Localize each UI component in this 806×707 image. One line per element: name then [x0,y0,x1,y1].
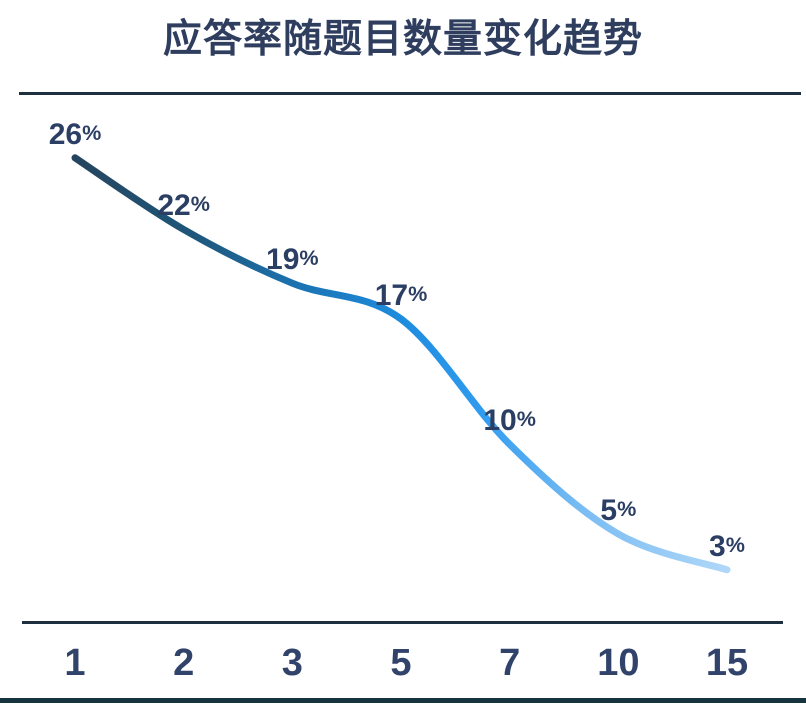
x-tick-label: 7 [499,642,521,684]
trend-line [71,154,731,574]
data-label-value: 26 [48,117,83,151]
x-tick-label: 3 [281,642,303,684]
data-label-value: 17 [374,279,409,313]
data-label-percent-sign: % [408,281,428,307]
data-label: 26% [48,117,102,151]
data-label-percent-sign: % [82,119,102,145]
plot-area [22,78,783,625]
x-tick-label: 15 [705,642,749,684]
data-label-value: 5 [600,493,618,527]
data-label: 17% [375,281,428,311]
chart-title: 应答率随题目数量变化趋势 [162,18,643,61]
data-label-percent-sign: % [725,531,745,557]
data-label-percent-sign: % [617,495,637,521]
x-tick-label: 2 [173,642,195,684]
chart-top-border-line [19,92,801,95]
data-label-value: 10 [483,404,517,438]
data-label: 5% [600,493,637,527]
data-label: 3% [709,529,745,563]
data-label: 10% [483,406,536,436]
x-tick-label: 10 [597,642,640,684]
data-label-percent-sign: % [190,191,210,217]
data-label-value: 19 [266,243,300,277]
data-label-percent-sign: % [516,406,536,432]
data-label-value: 22 [157,189,191,223]
data-label-percent-sign: % [299,245,319,271]
data-label-value: 3 [709,529,726,563]
x-tick-label: 1 [64,642,86,684]
x-tick-label: 5 [390,642,412,684]
page-bottom-rule [0,698,806,703]
plot-bottom-border-line [22,621,783,624]
data-label: 19% [266,245,319,275]
data-label: 22% [157,191,210,221]
